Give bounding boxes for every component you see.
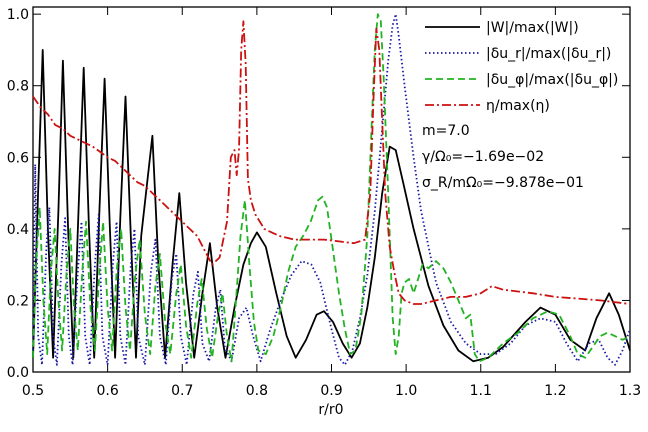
x-tick-label: 1.3 bbox=[619, 383, 641, 399]
series-line-3 bbox=[32, 20, 631, 305]
x-tick-label: 0.7 bbox=[171, 383, 193, 399]
y-tick-label: 0.8 bbox=[7, 79, 29, 95]
y-tick-label: 0.4 bbox=[7, 222, 29, 238]
x-tick-label: 1.1 bbox=[470, 383, 492, 399]
x-tick-label: 0.9 bbox=[320, 383, 342, 399]
annotation-gamma: γ/Ω₀=−1.69e−02 bbox=[422, 149, 544, 165]
legend-label-w: |W|/max(|W|) bbox=[486, 20, 579, 36]
legend-label-eta: η/max(η) bbox=[486, 98, 550, 114]
x-tick-label: 0.8 bbox=[246, 383, 268, 399]
legend-label-uphi: |δu_φ|/max(|δu_φ|) bbox=[486, 72, 618, 88]
series-lines bbox=[32, 13, 631, 366]
y-tick-label: 0.0 bbox=[7, 365, 29, 381]
x-tick-label: 1.0 bbox=[395, 383, 417, 399]
annotation-m: m=7.0 bbox=[422, 123, 470, 139]
legend-label-ur: |δu_r|/max(|δu_r|) bbox=[486, 46, 611, 62]
y-tick-label: 1.0 bbox=[7, 7, 29, 23]
legend: |W|/max(|W|) |δu_r|/max(|δu_r|) |δu_φ|/m… bbox=[422, 20, 618, 191]
x-axis-label: r/r0 bbox=[318, 402, 343, 418]
x-tick-label: 0.6 bbox=[96, 383, 118, 399]
y-tick-label: 0.2 bbox=[7, 293, 29, 309]
x-tick-label: 1.2 bbox=[544, 383, 566, 399]
x-tick-label: 0.5 bbox=[22, 383, 44, 399]
series-line-2 bbox=[32, 13, 631, 363]
series-line-0 bbox=[32, 49, 631, 363]
axis-ticks: 0.5 0.6 0.7 0.8 0.9 1.0 1.1 1.2 1.3 0.0 0.2 0.4 0.6 0… bbox=[7, 7, 641, 399]
y-tick-label: 0.6 bbox=[7, 150, 29, 166]
annotation-sigma: σ_R/mΩ₀=−9.878e−01 bbox=[422, 175, 584, 191]
